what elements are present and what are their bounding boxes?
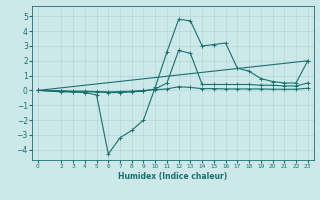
X-axis label: Humidex (Indice chaleur): Humidex (Indice chaleur)	[118, 172, 228, 181]
